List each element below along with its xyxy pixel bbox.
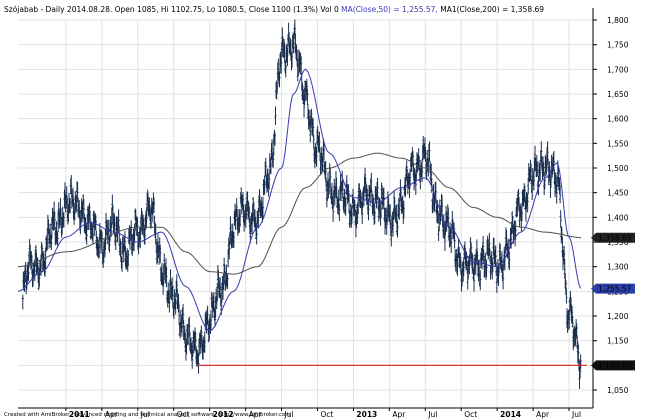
x-tick-label: 2013	[356, 410, 377, 419]
x-tick-label: Oct	[464, 410, 477, 419]
x-tick-label: Jul	[571, 410, 581, 419]
y-tick-label: 1,400	[607, 213, 629, 222]
x-tick-label: Apr	[536, 410, 550, 419]
y-tick-label: 1,600	[607, 115, 629, 124]
price-badge: 1,255.57	[591, 283, 635, 294]
x-tick-label: 2012	[213, 410, 234, 419]
y-tick-label: 1,050	[607, 386, 629, 395]
x-tick-label: 2014	[500, 410, 521, 419]
y-tick-label: 1,200	[607, 312, 629, 321]
x-tick-label: Jul	[427, 410, 437, 419]
header-text: Szójabab - Daily 2014.08.28. Open 1085, …	[4, 5, 544, 14]
x-tick-label: Apr	[392, 410, 406, 419]
y-tick-label: 1,650	[607, 90, 629, 99]
x-tick-label: Jul	[140, 410, 150, 419]
y-tick-label: 1,450	[607, 189, 629, 198]
x-tick-labels: 2011 Apr Jul Oct 2012 Apr Jul Oct 2013 Apr Jul Oct 2…	[65, 408, 581, 419]
x-tick-label: Jul	[284, 410, 294, 419]
price-badge-label: 1,358.69	[598, 234, 632, 243]
price-badge-box	[591, 283, 635, 294]
price-badge-box	[591, 232, 635, 243]
price-badges: 1,358.69 1,255.57 1,100.00	[591, 232, 635, 371]
price-badge-label: 1,255.57	[598, 285, 632, 294]
y-tick-label: 1,700	[607, 65, 629, 74]
y-tick-label: 1,300	[607, 263, 629, 272]
x-tick-label: Apr	[105, 410, 119, 419]
y-tick-label: 1,750	[607, 41, 629, 50]
y-tick-label: 1,500	[607, 164, 629, 173]
price-badge-label: 1,100.00	[598, 361, 632, 370]
x-tick-label: 2011	[69, 410, 90, 419]
y-tick-label: 1,800	[607, 16, 629, 25]
x-tick-label: Oct	[177, 410, 190, 419]
footer-credit: Created with AmiBroker - advanced charti…	[4, 412, 291, 418]
y-tick-label: 1,550	[607, 139, 629, 148]
x-tick-label: Oct	[320, 410, 333, 419]
price-series	[21, 19, 582, 389]
ma50-line	[17, 68, 582, 332]
x-tick-label: Apr	[249, 410, 263, 419]
ma200-line	[17, 152, 582, 275]
price-badge-box	[591, 360, 635, 371]
price-badge: 1,100.00	[591, 360, 635, 371]
price-badge: 1,358.69	[591, 232, 635, 243]
y-tick-label: 1,150	[607, 337, 629, 346]
